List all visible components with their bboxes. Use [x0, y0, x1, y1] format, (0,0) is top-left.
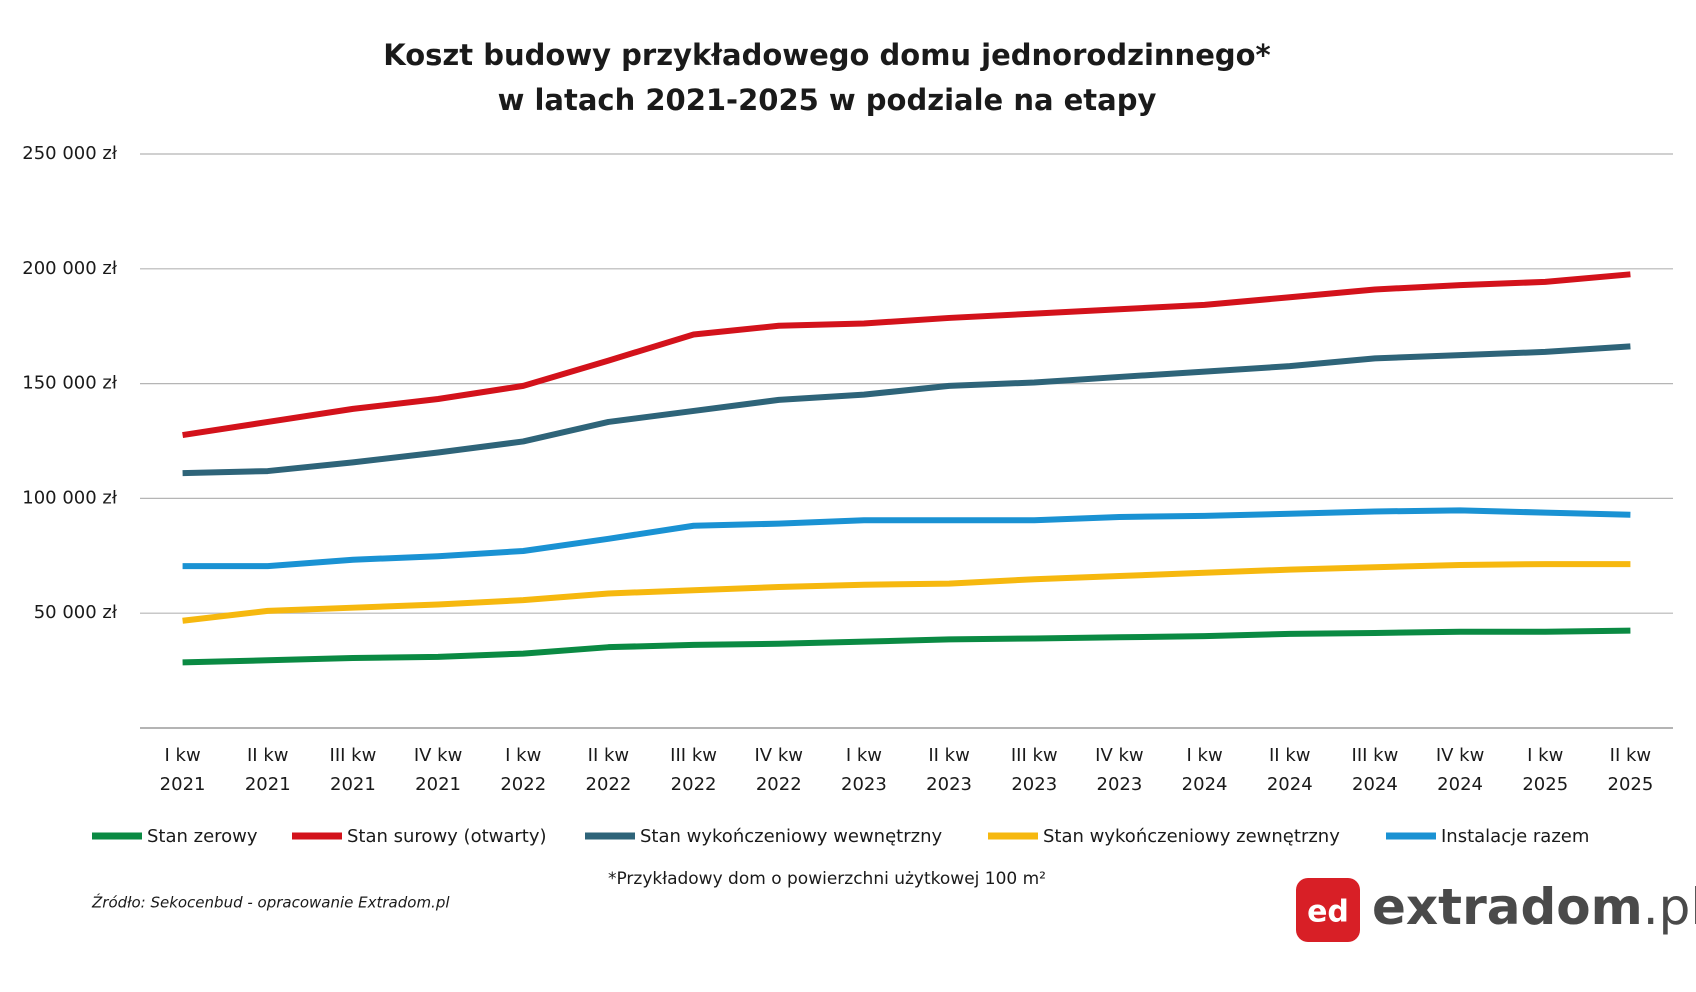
- y-tick-label: 50 000 zł: [34, 602, 118, 623]
- x-tick-label: IV kw 2024: [1436, 745, 1485, 795]
- source: Źródło: Sekocenbud - opracowanie Extrado…: [91, 893, 450, 912]
- x-tick-label: II kw 2024: [1267, 745, 1313, 795]
- x-tick-label: IV kw 2023: [1095, 745, 1144, 795]
- x-tick-label: I kw 2023: [841, 745, 887, 795]
- logo: ed extradom.pl: [1296, 878, 1696, 942]
- x-tick-label: I kw 2021: [160, 745, 206, 795]
- x-tick-label: I kw 2024: [1182, 745, 1228, 795]
- x-tick-label: IV kw 2021: [414, 745, 463, 795]
- logo-badge: [1296, 878, 1360, 942]
- x-tick-label: I kw 2022: [500, 745, 546, 795]
- x-tick-label: I kw 2025: [1522, 745, 1568, 795]
- series-line: [182, 507, 1631, 570]
- logo-badge-text: ed: [1307, 895, 1349, 930]
- legend-label: Stan wykończeniowy wewnętrzny: [640, 826, 942, 847]
- x-tick-label: II kw 2021: [245, 745, 291, 795]
- legend-label: Stan wykończeniowy zewnętrzny: [1043, 826, 1340, 847]
- x-tick-label: II kw 2022: [586, 745, 632, 795]
- y-tick-label: 100 000 zł: [22, 487, 118, 508]
- logo-text: extradom.pl: [1372, 878, 1696, 936]
- x-tick-label: II kw 2023: [926, 745, 972, 795]
- x-tick-label: II kw 2025: [1608, 745, 1654, 795]
- footnote: *Przykładowy dom o powierzchni użytkowej…: [608, 869, 1046, 889]
- y-tick-label: 150 000 zł: [22, 373, 118, 394]
- x-tick-label: III kw 2021: [330, 745, 377, 795]
- x-tick-label: IV kw 2022: [755, 745, 804, 795]
- y-tick-label: 200 000 zł: [22, 258, 118, 279]
- series-line: [182, 627, 1631, 666]
- chart-title: Koszt budowy przykładowego domu jednorod…: [383, 38, 1270, 72]
- series-line: [182, 343, 1631, 477]
- x-tick-label: III kw 2023: [1011, 745, 1058, 795]
- logo-suffix: .pl: [1643, 878, 1696, 936]
- legend-label: Stan zerowy: [147, 826, 258, 847]
- x-tick-label: III kw 2024: [1352, 745, 1399, 795]
- series-line: [182, 271, 1631, 438]
- legend-label: Stan surowy (otwarty): [347, 826, 547, 847]
- series-line: [182, 561, 1631, 624]
- legend-label: Instalacje razem: [1441, 826, 1589, 847]
- x-tick-label: III kw 2022: [670, 745, 717, 795]
- y-tick-label: 250 000 zł: [22, 143, 118, 164]
- logo-name: extradom: [1372, 878, 1643, 936]
- chart-title: w latach 2021-2025 w podziale na etapy: [498, 83, 1157, 117]
